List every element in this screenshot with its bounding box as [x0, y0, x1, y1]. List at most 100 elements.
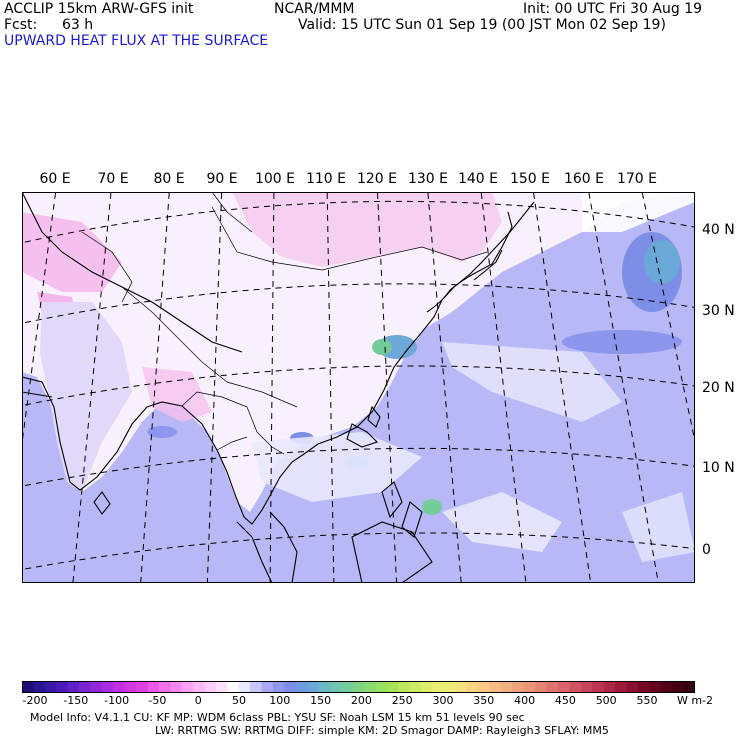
- organization: NCAR/MMM: [274, 1, 355, 17]
- colorbar-cell: [592, 681, 605, 693]
- colorbar-cell: [432, 681, 445, 693]
- colorbar-cell: [227, 681, 240, 693]
- ocean-gap: [582, 192, 695, 232]
- field-title: UPWARD HEAT FLUX AT THE SURFACE: [4, 33, 269, 49]
- land-field: [22, 192, 695, 512]
- colorbar-tick-label: 550: [636, 694, 658, 707]
- colorbar-unit: W m-2: [677, 694, 714, 707]
- colorbar-tick-label: 450: [554, 694, 576, 707]
- colorbar-cell: [466, 681, 479, 693]
- colorbar-cell: [387, 681, 399, 693]
- colorbar-tick-label: -200: [22, 694, 48, 707]
- ocean-gap: [252, 432, 422, 502]
- colorbar-cell: [501, 681, 513, 693]
- lon-label: 150 E: [509, 171, 551, 187]
- colorbar-cell: [364, 681, 377, 693]
- lon-label: 140 E: [457, 171, 499, 187]
- forecast-hour: 63 h: [62, 17, 94, 33]
- colorbar-cell: [261, 681, 274, 693]
- colorbar-tick-label: 0: [194, 694, 202, 707]
- lon-label: 130 E: [407, 171, 449, 187]
- colorbar-cell: [375, 681, 388, 693]
- flux-patch: [644, 240, 680, 284]
- model-info-line1: Model Info: V4.1.1 CU: KF MP: WDM 6class…: [30, 711, 525, 724]
- init-time: Init: 00 UTC Fri 30 Aug 19: [523, 1, 703, 17]
- colorbar-cell: [478, 681, 491, 693]
- colorbar-cell: [158, 681, 171, 693]
- colorbar-cell: [649, 681, 662, 693]
- colorbar-cell: [307, 681, 320, 693]
- colorbar-cell: [22, 681, 34, 693]
- colorbar-cell: [512, 681, 525, 693]
- colorbar-cell: [558, 681, 571, 693]
- colorbar-cell: [295, 681, 308, 693]
- colorbar-cell: [170, 681, 183, 693]
- colorbar-tick-label: 200: [350, 694, 372, 707]
- lat-label: 10 N: [702, 460, 735, 476]
- heat-flux-map: [22, 192, 695, 583]
- map-frame: [22, 192, 695, 583]
- graticule: [22, 192, 695, 583]
- colorbar-cell: [250, 681, 263, 693]
- colorbar-cell: [580, 681, 593, 693]
- colorbar-cell: [603, 681, 616, 693]
- pink-region: [22, 192, 502, 267]
- model-info-line2: LW: RRTMG SW: RRTMG DIFF: simple KM: 2D …: [155, 724, 609, 737]
- colorbar-cell: [546, 681, 559, 693]
- colorbar-cell: [341, 681, 354, 693]
- lat-label: 20 N: [702, 380, 735, 396]
- colorbar-cell: [523, 681, 536, 693]
- lon-label: 70 E: [97, 171, 129, 187]
- colorbar-cell: [44, 681, 57, 693]
- colorbar-tick-label: 350: [473, 694, 495, 707]
- colorbar-cell: [626, 681, 639, 693]
- colorbar-cell: [569, 681, 582, 693]
- flux-patch: [562, 330, 682, 354]
- colorbar-cell: [272, 681, 285, 693]
- colorbar-cell: [204, 681, 217, 693]
- colorbar-tick-label: 50: [232, 694, 246, 707]
- colorbar-cell: [398, 681, 411, 693]
- lon-label: 160 E: [563, 171, 605, 187]
- colorbar-tick-label: 100: [269, 694, 291, 707]
- colorbar-cell: [637, 681, 650, 693]
- colorbar-cell: [67, 681, 80, 693]
- lon-label: 100 E: [254, 171, 296, 187]
- colorbar-tick-label: -100: [104, 694, 130, 707]
- colorbar-tick-label: 250: [391, 694, 413, 707]
- borders: [81, 192, 488, 455]
- ocean-gap: [442, 342, 622, 422]
- colorbar-cell: [455, 681, 468, 693]
- ocean-gap: [622, 492, 695, 562]
- colorbar-cell: [147, 681, 160, 693]
- colorbar-cell: [672, 681, 685, 693]
- pink-region: [22, 212, 122, 292]
- forecast-label: Fcst:: [4, 17, 38, 33]
- colorbar-cell: [535, 681, 548, 693]
- colorbar-cell: [329, 681, 342, 693]
- flux-patch: [147, 426, 177, 438]
- colorbar-tick-label: -50: [148, 694, 167, 707]
- valid-time: Valid: 15 UTC Sun 01 Sep 19 (00 JST Mon …: [298, 17, 666, 33]
- land-field: [40, 302, 132, 492]
- colorbar-cell: [33, 681, 46, 693]
- lon-label: 60 E: [39, 171, 71, 187]
- colorbar-cell: [615, 681, 628, 693]
- colorbar-cell: [660, 681, 673, 693]
- lat-label: 0: [702, 542, 711, 558]
- flux-patch: [422, 499, 442, 515]
- colorbar-cell: [181, 681, 194, 693]
- lat-label: 40 N: [702, 222, 735, 238]
- model-title: ACCLIP 15km ARW-GFS init: [4, 1, 194, 17]
- colorbar: [22, 681, 695, 693]
- lon-label: 110 E: [305, 171, 347, 187]
- pink-region: [142, 367, 212, 422]
- colorbar-cell: [79, 681, 91, 693]
- colorbar-cell: [136, 681, 148, 693]
- colorbar-cell: [489, 681, 502, 693]
- lon-label: 80 E: [153, 171, 185, 187]
- lon-label: 120 E: [356, 171, 398, 187]
- lat-label: 30 N: [702, 303, 735, 319]
- lon-label: 170 E: [616, 171, 658, 187]
- colorbar-cell: [215, 681, 228, 693]
